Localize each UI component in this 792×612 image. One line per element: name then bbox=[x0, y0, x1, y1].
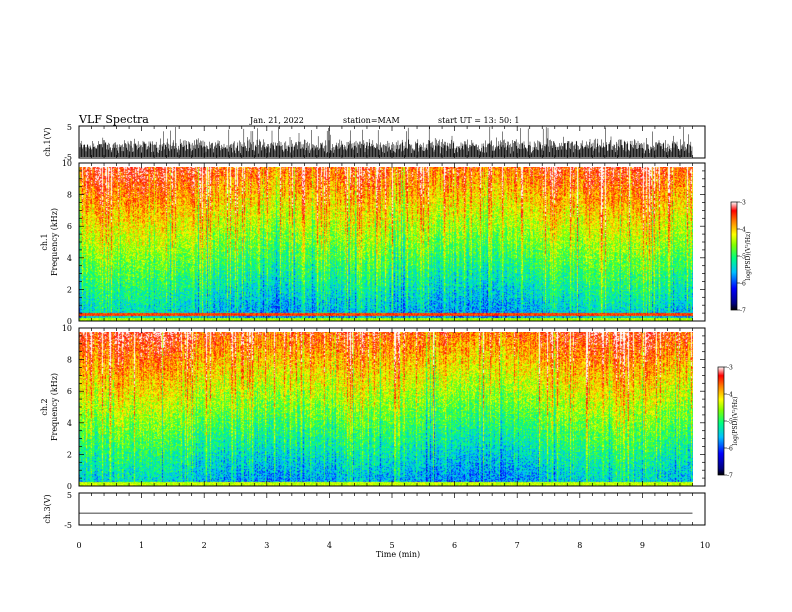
x-tick-label: 0 bbox=[76, 541, 81, 550]
y-tick-label: 2 bbox=[67, 285, 72, 294]
ch1-colorbar-label: log(PSD)(V²/Hz) bbox=[745, 232, 752, 281]
x-axis-tick-labels: 0 1 2 3 4 5 6 7 8 9 10 bbox=[76, 541, 710, 550]
y-tick-label: 0 bbox=[67, 317, 72, 326]
x-tick-label: 3 bbox=[264, 541, 269, 550]
ch1-spec-ylabel-line1: ch.1 bbox=[40, 233, 49, 250]
x-tick-label: 9 bbox=[640, 541, 645, 550]
ch1-spec-ylabel-line2: Frequency (kHz) bbox=[50, 208, 59, 276]
y-tick-label: 2 bbox=[67, 450, 72, 459]
colorbar-tick-label: -6 bbox=[727, 446, 733, 453]
colorbar-tick-label: -6 bbox=[740, 281, 746, 288]
start-time-label: start UT = 13: 50: 1 bbox=[438, 116, 519, 125]
ch1-spectrogram-image bbox=[79, 167, 693, 321]
colorbar-tick-label: -7 bbox=[740, 308, 746, 315]
x-tick-label: 6 bbox=[452, 541, 457, 550]
station-label: station=MAM bbox=[343, 116, 400, 125]
colorbar-tick-label: -5 bbox=[740, 254, 746, 261]
ch1-colorbar bbox=[730, 201, 738, 311]
x-tick-label: 8 bbox=[577, 541, 582, 550]
colorbar-tick-label: -5 bbox=[727, 419, 733, 426]
y-tick-label: 6 bbox=[67, 387, 72, 396]
ch1-ylabel: ch.1(V) bbox=[43, 127, 52, 156]
y-tick-label: 8 bbox=[67, 356, 72, 365]
ch1-waveform-trace bbox=[79, 127, 693, 157]
ch3-ytick-top: 5 bbox=[67, 491, 72, 500]
x-tick-label: 10 bbox=[700, 541, 710, 550]
ch2-spec-ylabel-line2: Frequency (kHz) bbox=[50, 373, 59, 441]
colorbar-tick-label: -3 bbox=[740, 200, 746, 207]
colorbar-tick-label: -3 bbox=[727, 365, 733, 372]
colorbar-tick-label: -4 bbox=[740, 227, 746, 234]
ch2-colorbar bbox=[717, 366, 725, 476]
ch1-waveform-panel: 5 -5 ch.1(V) bbox=[43, 123, 706, 162]
figure-title: VLF Spectra bbox=[78, 113, 149, 126]
x-tick-label: 1 bbox=[139, 541, 144, 550]
x-tick-label: 5 bbox=[389, 541, 394, 550]
x-tick-label: 2 bbox=[202, 541, 207, 550]
y-tick-label: 6 bbox=[67, 222, 72, 231]
y-tick-label: 0 bbox=[67, 482, 72, 491]
y-tick-label: 10 bbox=[62, 159, 72, 168]
ch2-spec-ylabel-line1: ch.2 bbox=[40, 398, 49, 415]
ch3-ytick-bottom: -5 bbox=[64, 521, 72, 530]
ch1-ytick-bottom: -5 bbox=[64, 153, 72, 162]
ch1-ytick-top: 5 bbox=[67, 123, 72, 132]
ch3-waveform-panel: 5 -5 ch.3(V) bbox=[43, 491, 706, 530]
x-tick-label: 7 bbox=[515, 541, 520, 550]
ch2-colorbar-label: log(PSD)(V²/Hz) bbox=[732, 397, 739, 446]
x-tick-label: 4 bbox=[327, 541, 332, 550]
colorbar-tick-label: -4 bbox=[727, 392, 733, 399]
colorbar-tick-label: -7 bbox=[727, 473, 733, 480]
x-axis-label: Time (min) bbox=[376, 550, 420, 559]
ch2-spectrogram-image bbox=[79, 332, 693, 486]
y-tick-label: 4 bbox=[67, 419, 72, 428]
ch3-ylabel: ch.3(V) bbox=[43, 494, 52, 523]
y-tick-label: 10 bbox=[62, 324, 72, 333]
y-tick-label: 4 bbox=[67, 254, 72, 263]
y-tick-label: 8 bbox=[67, 191, 72, 200]
date-label: Jan. 21, 2022 bbox=[249, 116, 304, 125]
